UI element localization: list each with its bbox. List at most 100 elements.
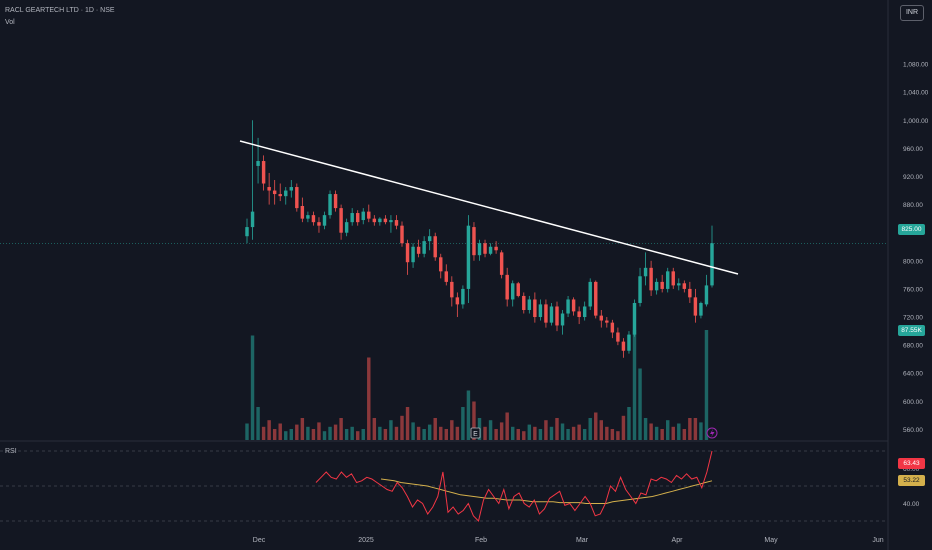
volume-bar <box>300 418 305 440</box>
volume-bar <box>660 429 664 440</box>
candle-body <box>422 241 426 254</box>
volume-bar <box>367 357 371 440</box>
volume-bar <box>383 429 388 440</box>
candle-body <box>499 252 504 275</box>
rsi-ma-line <box>380 478 713 504</box>
volume-bar <box>405 407 410 440</box>
volume-bar <box>560 423 565 440</box>
volume-bar <box>344 429 349 440</box>
volume-bar <box>422 429 426 440</box>
candle-body <box>339 208 343 233</box>
candle-body <box>594 281 598 316</box>
candle-body <box>367 211 371 219</box>
volume-bar <box>284 431 288 440</box>
candle-body <box>577 311 581 318</box>
candle-body <box>250 211 255 228</box>
candle-body <box>372 218 377 223</box>
volume-bar <box>361 429 365 440</box>
volume-bar <box>704 330 709 440</box>
candle-body <box>272 190 277 195</box>
volume-bar <box>699 422 703 440</box>
volume-bar <box>649 423 653 440</box>
price-tick-label: 960.00 <box>903 146 923 153</box>
price-tick-label: 1,000.00 <box>903 118 929 125</box>
candle-body <box>350 213 354 223</box>
volume-bar <box>272 429 277 440</box>
candle-body <box>300 206 305 219</box>
volume-bar <box>322 431 327 440</box>
last-price-tag: 825.00 <box>898 224 925 235</box>
time-axis-label: Jun <box>872 537 883 544</box>
candle-body <box>450 281 454 298</box>
volume-bar <box>328 426 332 440</box>
candle-body <box>621 341 626 351</box>
volume-bar <box>278 423 282 440</box>
candle-body <box>416 246 421 254</box>
time-axis-label: Dec <box>253 537 266 544</box>
candle-body <box>322 215 327 226</box>
volume-bar <box>433 418 437 440</box>
volume-bar <box>256 407 260 440</box>
volume-bar <box>389 420 393 440</box>
volume-bar <box>439 426 443 440</box>
candle-body <box>610 322 615 333</box>
candle-body <box>267 187 271 191</box>
volume-bar <box>333 424 338 440</box>
candle-body <box>494 246 498 251</box>
candle-body <box>378 218 382 223</box>
volume-bar <box>355 431 360 440</box>
volume-bar <box>472 401 476 440</box>
candle-body <box>433 236 437 258</box>
candle-body <box>261 161 266 184</box>
rsi-tick-label: 60.00 <box>903 466 920 473</box>
volume-bar <box>311 429 316 440</box>
candle-body <box>505 274 509 300</box>
candle-body <box>538 304 543 318</box>
volume-bar <box>499 422 504 440</box>
price-tick-label: 640.00 <box>903 371 923 378</box>
volume-bar <box>350 426 354 440</box>
price-tick-label: 1,080.00 <box>903 62 929 69</box>
bolt-icon <box>710 429 715 438</box>
volume-bar <box>455 426 460 440</box>
volume-bar <box>245 423 249 440</box>
candle-body <box>427 236 432 242</box>
volume-bar <box>632 330 637 440</box>
candle-body <box>654 281 659 291</box>
volume-bar <box>654 426 659 440</box>
volume-bar <box>510 426 515 440</box>
time-axis-label: 2025 <box>358 537 374 544</box>
volume-bar <box>665 420 670 440</box>
volume-bar <box>394 426 399 440</box>
volume-bar <box>599 420 604 440</box>
volume-bar <box>295 424 299 440</box>
candle-body <box>394 220 399 226</box>
volume-bar <box>466 390 471 440</box>
volume-bar <box>488 420 493 440</box>
candle-body <box>671 271 675 286</box>
candle-body <box>389 220 393 223</box>
candle-body <box>599 315 604 321</box>
price-tick-label: 600.00 <box>903 399 923 406</box>
volume-bar <box>638 368 642 440</box>
candle-body <box>306 215 310 219</box>
rsi-ma-tag: 53.22 <box>898 475 925 486</box>
volume-bar <box>544 420 548 440</box>
volume-bar <box>671 426 675 440</box>
price-tick-label: 1,040.00 <box>903 90 929 97</box>
currency-button[interactable]: INR <box>900 5 924 21</box>
candle-body <box>355 213 360 223</box>
volume-bar <box>494 429 498 440</box>
volume-bar <box>516 429 520 440</box>
candle-body <box>488 246 493 254</box>
volume-bar <box>588 418 592 440</box>
volume-bar <box>378 426 382 440</box>
candle-body <box>616 332 620 342</box>
volume-bar <box>571 426 576 440</box>
volume-bar <box>688 418 692 440</box>
symbol-title[interactable]: RACL GEARTECH LTD · 1D · NSE <box>5 7 115 14</box>
candle-body <box>405 243 410 263</box>
price-tick-label: 560.00 <box>903 427 923 434</box>
candle-body <box>566 299 570 314</box>
